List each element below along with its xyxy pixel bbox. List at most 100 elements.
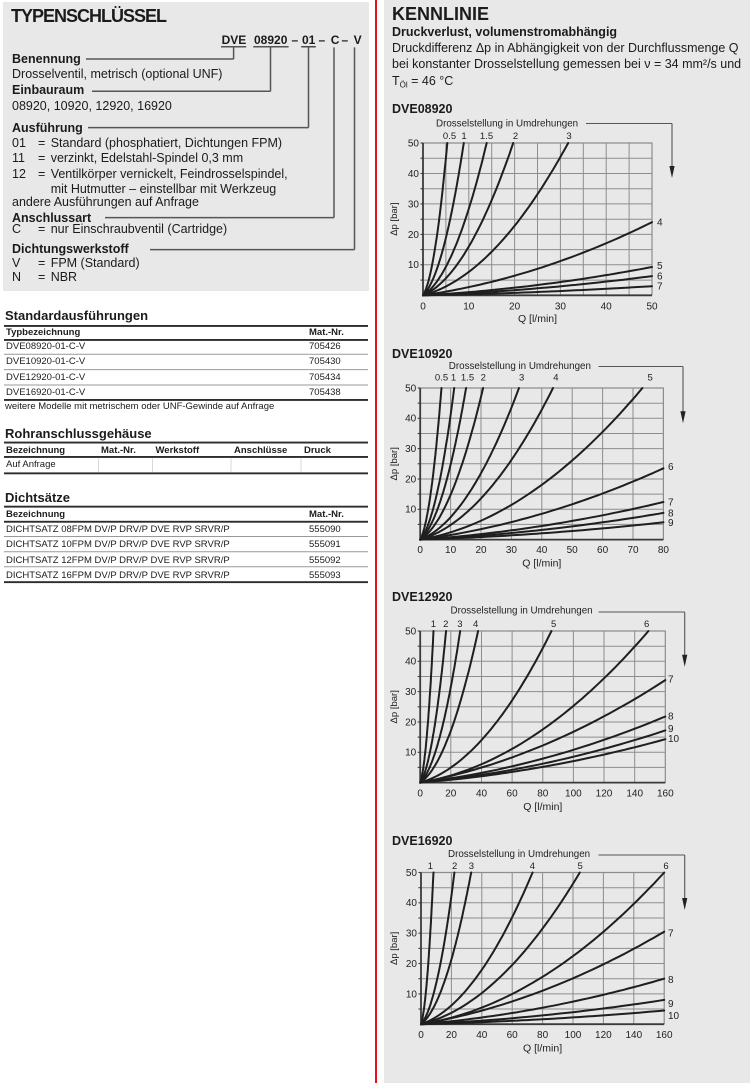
svg-text:30: 30 bbox=[555, 302, 567, 313]
svg-text:Q [l/min]: Q [l/min] bbox=[522, 558, 561, 570]
svg-text:1: 1 bbox=[451, 373, 456, 384]
svg-text:20: 20 bbox=[408, 230, 420, 241]
svg-text:6: 6 bbox=[657, 272, 663, 283]
svg-text:140: 140 bbox=[626, 789, 643, 800]
svg-text:50: 50 bbox=[406, 868, 418, 879]
svg-text:8: 8 bbox=[668, 975, 674, 986]
svg-text:100: 100 bbox=[565, 1030, 582, 1041]
svg-text:40: 40 bbox=[406, 898, 418, 909]
svg-text:8: 8 bbox=[668, 712, 674, 723]
svg-text:20: 20 bbox=[406, 959, 418, 970]
svg-text:20: 20 bbox=[445, 789, 457, 800]
svg-text:40: 40 bbox=[476, 1030, 488, 1041]
svg-text:10: 10 bbox=[405, 748, 417, 759]
svg-text:20: 20 bbox=[446, 1030, 458, 1041]
svg-text:30: 30 bbox=[405, 687, 417, 698]
svg-text:2: 2 bbox=[513, 131, 518, 142]
svg-text:40: 40 bbox=[408, 169, 420, 180]
svg-text:50: 50 bbox=[405, 383, 417, 394]
svg-text:Δp [bar]: Δp [bar] bbox=[389, 447, 400, 480]
svg-text:40: 40 bbox=[476, 789, 488, 800]
svg-text:7: 7 bbox=[668, 929, 674, 940]
svg-text:7: 7 bbox=[668, 498, 674, 509]
svg-text:2: 2 bbox=[481, 373, 486, 384]
svg-text:30: 30 bbox=[405, 444, 417, 455]
svg-text:7: 7 bbox=[668, 675, 674, 686]
svg-text:120: 120 bbox=[595, 1030, 612, 1041]
svg-text:7: 7 bbox=[657, 282, 663, 293]
svg-text:50: 50 bbox=[408, 138, 420, 149]
svg-text:0: 0 bbox=[420, 302, 426, 313]
svg-text:40: 40 bbox=[405, 657, 417, 668]
svg-text:Δp [bar]: Δp [bar] bbox=[389, 932, 400, 965]
svg-text:0: 0 bbox=[417, 789, 423, 800]
svg-text:80: 80 bbox=[537, 1030, 549, 1041]
svg-text:5: 5 bbox=[657, 261, 663, 272]
svg-text:100: 100 bbox=[565, 789, 582, 800]
svg-text:160: 160 bbox=[657, 789, 674, 800]
svg-text:10: 10 bbox=[668, 1011, 680, 1022]
svg-text:Drosselstellung in Umdrehungen: Drosselstellung in Umdrehungen bbox=[449, 361, 591, 372]
svg-text:50: 50 bbox=[405, 626, 417, 637]
svg-text:9: 9 bbox=[668, 518, 674, 529]
svg-text:4: 4 bbox=[473, 619, 478, 630]
svg-text:4: 4 bbox=[530, 861, 535, 872]
svg-text:70: 70 bbox=[627, 545, 639, 556]
svg-text:4: 4 bbox=[657, 218, 663, 229]
svg-text:40: 40 bbox=[536, 545, 548, 556]
svg-text:0.5: 0.5 bbox=[435, 373, 448, 384]
svg-text:Q [l/min]: Q [l/min] bbox=[523, 1043, 562, 1055]
svg-text:3: 3 bbox=[469, 861, 474, 872]
svg-text:1: 1 bbox=[428, 861, 433, 872]
svg-text:0: 0 bbox=[418, 1030, 424, 1041]
svg-text:60: 60 bbox=[507, 1030, 519, 1041]
svg-text:3: 3 bbox=[566, 131, 571, 142]
svg-text:Q [l/min]: Q [l/min] bbox=[518, 313, 557, 325]
svg-text:1.5: 1.5 bbox=[461, 373, 474, 384]
svg-text:5: 5 bbox=[551, 619, 556, 630]
svg-text:20: 20 bbox=[405, 474, 417, 485]
svg-text:9: 9 bbox=[668, 724, 674, 735]
svg-text:5: 5 bbox=[647, 373, 652, 384]
svg-text:20: 20 bbox=[405, 717, 417, 728]
svg-text:2: 2 bbox=[443, 619, 448, 630]
svg-text:30: 30 bbox=[408, 199, 420, 210]
svg-text:60: 60 bbox=[597, 545, 609, 556]
svg-text:60: 60 bbox=[507, 789, 519, 800]
svg-text:160: 160 bbox=[656, 1030, 673, 1041]
svg-text:50: 50 bbox=[567, 545, 579, 556]
svg-text:40: 40 bbox=[405, 414, 417, 425]
svg-text:20: 20 bbox=[509, 302, 521, 313]
svg-text:1: 1 bbox=[431, 619, 436, 630]
svg-text:10: 10 bbox=[463, 302, 475, 313]
svg-text:80: 80 bbox=[658, 545, 670, 556]
svg-text:4: 4 bbox=[553, 373, 558, 384]
svg-text:Drosselstellung in Umdrehungen: Drosselstellung in Umdrehungen bbox=[436, 119, 578, 130]
svg-text:Drosselstellung in Umdrehungen: Drosselstellung in Umdrehungen bbox=[451, 605, 593, 616]
svg-text:50: 50 bbox=[646, 302, 658, 313]
svg-text:0: 0 bbox=[417, 545, 423, 556]
svg-text:30: 30 bbox=[506, 545, 518, 556]
svg-text:40: 40 bbox=[601, 302, 613, 313]
svg-text:8: 8 bbox=[668, 509, 674, 520]
svg-text:80: 80 bbox=[537, 789, 549, 800]
svg-text:0.5: 0.5 bbox=[443, 131, 456, 142]
svg-text:3: 3 bbox=[457, 619, 462, 630]
svg-text:6: 6 bbox=[663, 861, 668, 872]
svg-text:30: 30 bbox=[406, 929, 418, 940]
svg-text:6: 6 bbox=[668, 462, 674, 473]
svg-text:Drosselstellung in Umdrehungen: Drosselstellung in Umdrehungen bbox=[448, 849, 590, 860]
svg-text:5: 5 bbox=[578, 861, 583, 872]
svg-text:1: 1 bbox=[461, 131, 466, 142]
svg-text:20: 20 bbox=[475, 545, 487, 556]
svg-text:10: 10 bbox=[408, 260, 420, 271]
svg-text:2: 2 bbox=[452, 861, 457, 872]
svg-text:140: 140 bbox=[625, 1030, 642, 1041]
svg-text:10: 10 bbox=[405, 505, 417, 516]
svg-text:10: 10 bbox=[445, 545, 457, 556]
svg-text:9: 9 bbox=[668, 999, 674, 1010]
svg-text:Δp [bar]: Δp [bar] bbox=[389, 203, 400, 236]
svg-text:3: 3 bbox=[519, 373, 524, 384]
svg-text:6: 6 bbox=[644, 619, 649, 630]
svg-text:Q [l/min]: Q [l/min] bbox=[523, 801, 562, 813]
